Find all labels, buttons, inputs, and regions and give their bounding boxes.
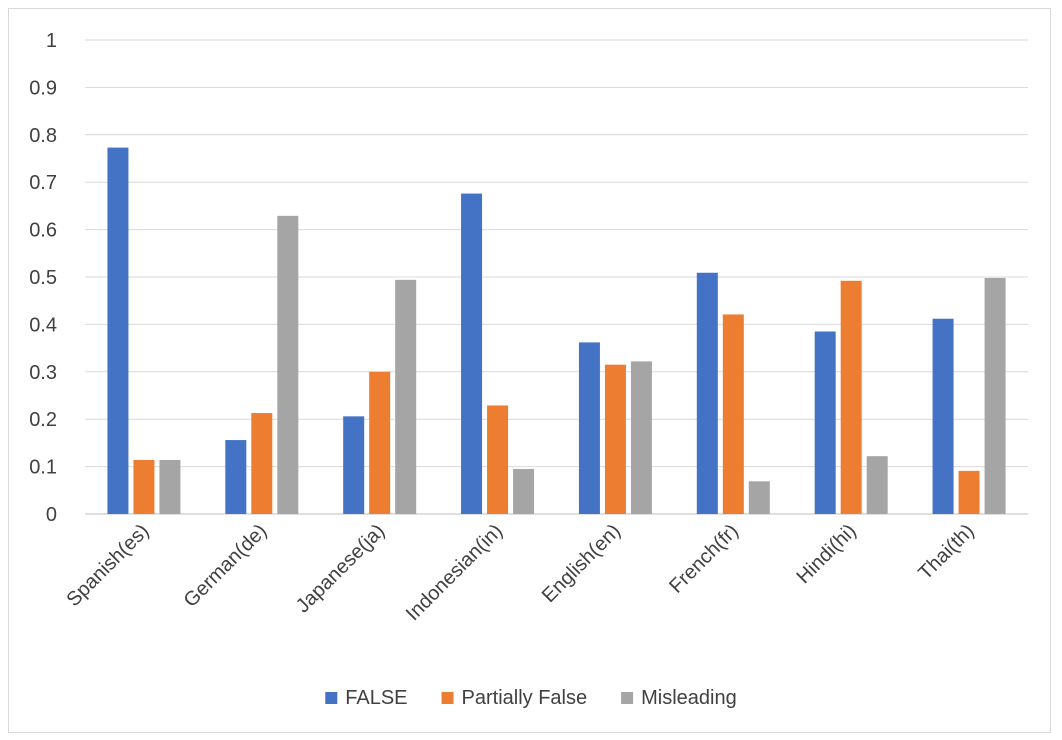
y-tick-label: 0.4 xyxy=(29,314,57,336)
bar-partially-false-4 xyxy=(604,364,626,514)
y-tick-label: 0 xyxy=(46,504,57,526)
x-tick-label: Thai(th) xyxy=(914,520,978,584)
bar-misleading-3 xyxy=(513,468,535,514)
x-tick-label: English(en) xyxy=(538,520,625,607)
legend-label: Misleading xyxy=(641,687,737,709)
legend-label: Partially False xyxy=(462,687,588,709)
bar-misleading-7 xyxy=(984,277,1006,514)
bar-partially-false-1 xyxy=(251,413,273,514)
bar-misleading-6 xyxy=(866,456,888,514)
x-tick-label: French(fr) xyxy=(665,520,743,598)
bar-partially-false-7 xyxy=(958,470,980,514)
bar-false-3 xyxy=(461,193,483,515)
bar-misleading-0 xyxy=(159,459,181,514)
x-tick-label: Spanish(es) xyxy=(62,520,153,611)
bar-partially-false-2 xyxy=(369,371,391,514)
y-tick-label: 0.8 xyxy=(29,125,57,147)
bar-misleading-1 xyxy=(277,215,299,514)
x-tick-label: Japanese(ja) xyxy=(292,520,389,617)
y-tick-label: 0.2 xyxy=(29,409,57,431)
y-axis-ticks: 0 0.1 0.2 0.3 0.4 0.5 0.6 0.7 0.8 0.9 1 xyxy=(29,30,57,526)
y-tick-label: 0.7 xyxy=(29,172,57,194)
x-axis-ticks: Spanish(es) German(de) Japanese(ja) Indones… xyxy=(62,520,978,625)
bar-misleading-4 xyxy=(630,361,652,514)
y-tick-label: 0.9 xyxy=(29,77,57,99)
legend-label: FALSE xyxy=(345,687,407,709)
x-tick-label: German(de) xyxy=(180,520,272,612)
y-tick-label: 0.5 xyxy=(29,267,57,289)
y-tick-label: 0.3 xyxy=(29,362,57,384)
legend: FALSE Partially False Misleading xyxy=(325,687,737,709)
bar-partially-false-3 xyxy=(487,405,509,514)
x-tick-label: Hindi(hi) xyxy=(793,520,861,588)
bar-partially-false-5 xyxy=(722,314,744,514)
bar-false-0 xyxy=(107,147,129,514)
bar-false-1 xyxy=(225,440,247,514)
bar-false-6 xyxy=(814,331,836,514)
bar-misleading-2 xyxy=(395,279,417,514)
bar-false-7 xyxy=(932,318,954,514)
bar-false-4 xyxy=(578,342,600,514)
bar-partially-false-0 xyxy=(133,459,155,514)
bar-false-2 xyxy=(343,416,365,514)
bar-misleading-5 xyxy=(748,481,770,514)
legend-swatch-misleading xyxy=(621,692,634,704)
legend-swatch-false xyxy=(325,692,338,704)
bar-false-5 xyxy=(696,272,718,514)
y-tick-label: 1 xyxy=(46,30,57,52)
y-tick-label: 0.1 xyxy=(29,457,57,479)
legend-swatch-partially-false xyxy=(441,692,454,704)
bars xyxy=(107,147,1006,515)
x-tick-label: Indonesian(in) xyxy=(402,520,507,625)
bar-partially-false-6 xyxy=(840,280,862,514)
y-tick-label: 0.6 xyxy=(29,220,57,242)
chart-frame xyxy=(8,8,1051,733)
